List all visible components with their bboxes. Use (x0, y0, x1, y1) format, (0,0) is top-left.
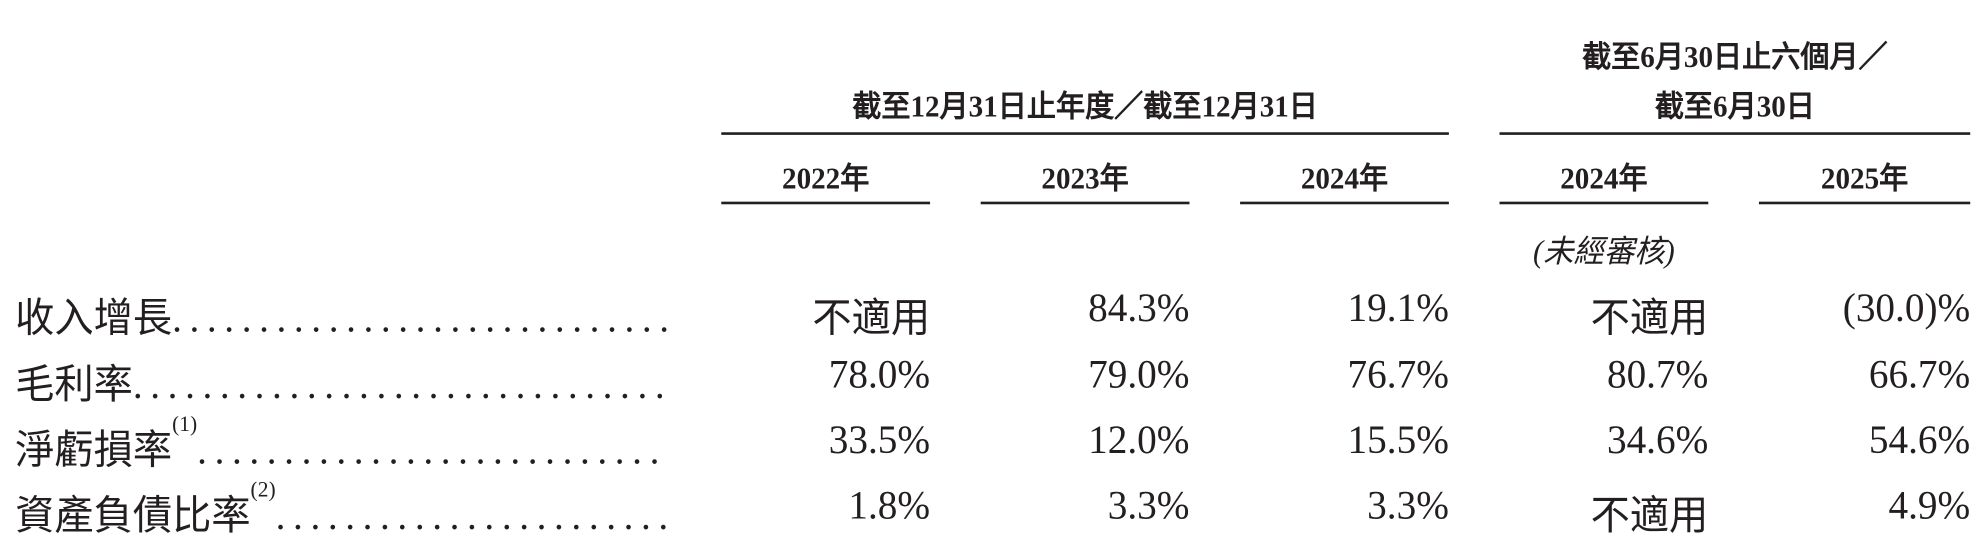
leader-dots: ........................................ (132, 361, 667, 408)
table-cell: 12.0% (1088, 416, 1190, 463)
table-cell: 不適用 (1590, 492, 1709, 539)
table-cell: (30.0)% (1842, 284, 1971, 330)
table-cell: 3.3% (1107, 481, 1190, 528)
table-cell: 4.9% (1888, 481, 1971, 528)
year-rule (1499, 201, 1709, 205)
table-cell: 79.0% (1088, 350, 1190, 397)
header-group-annual: 截至12月31日止年度／截至12月31日 (852, 90, 1318, 124)
row-label: 資產負債比率(2)...............................… (15, 482, 667, 541)
footnote-ref: (1) (172, 416, 198, 437)
table-cell: 34.6% (1606, 416, 1709, 463)
footnote-ref: (2) (250, 481, 276, 502)
header-group-interim-line2: 截至6月30日 (1654, 90, 1815, 124)
table-cell: 76.7% (1347, 350, 1449, 397)
year-header: 2025年 (1820, 162, 1909, 196)
table-cell: 33.5% (828, 416, 931, 463)
year-header: 2022年 (782, 162, 870, 196)
year-rule (1758, 201, 1971, 205)
year-header: 2024年 (1300, 162, 1389, 196)
row-label-text: 收入增長 (15, 294, 173, 341)
table-cell: 不適用 (812, 294, 931, 341)
leader-dots: ........................................ (172, 294, 667, 341)
header-group-interim-line1: 截至6月30日止六個月／ (1582, 40, 1888, 74)
row-label-text: 資產負債比率 (15, 492, 251, 539)
row-label: 淨虧損率(1).................................… (15, 416, 667, 475)
row-label-text: 淨虧損率 (15, 426, 173, 473)
table-cell: 15.5% (1347, 416, 1449, 463)
year-rule (721, 201, 931, 205)
unaudited-note: (未經審核) (1533, 235, 1675, 270)
table-cell: 1.8% (848, 481, 931, 528)
header-rule-annual (721, 132, 1449, 135)
table-cell: 66.7% (1868, 350, 1971, 397)
table-cell: 78.0% (828, 350, 931, 397)
year-header: 2024年 (1560, 162, 1648, 196)
leader-dots: ........................................ (275, 492, 667, 539)
table-cell: 54.6% (1868, 416, 1971, 463)
table-cell: 3.3% (1367, 481, 1449, 528)
year-rule (1240, 201, 1449, 205)
row-label: 收入增長....................................… (15, 284, 667, 343)
row-label-text: 毛利率 (15, 361, 133, 408)
row-label: 毛利率.....................................… (15, 351, 667, 410)
year-header: 2023年 (1041, 162, 1129, 196)
header-rule-interim (1499, 132, 1971, 135)
table-cell: 不適用 (1590, 294, 1709, 341)
year-rule (980, 201, 1190, 205)
table-cell: 84.3% (1088, 284, 1190, 330)
table-cell: 80.7% (1606, 350, 1709, 397)
leader-dots: ........................................ (197, 426, 667, 473)
table-cell: 19.1% (1347, 284, 1449, 330)
